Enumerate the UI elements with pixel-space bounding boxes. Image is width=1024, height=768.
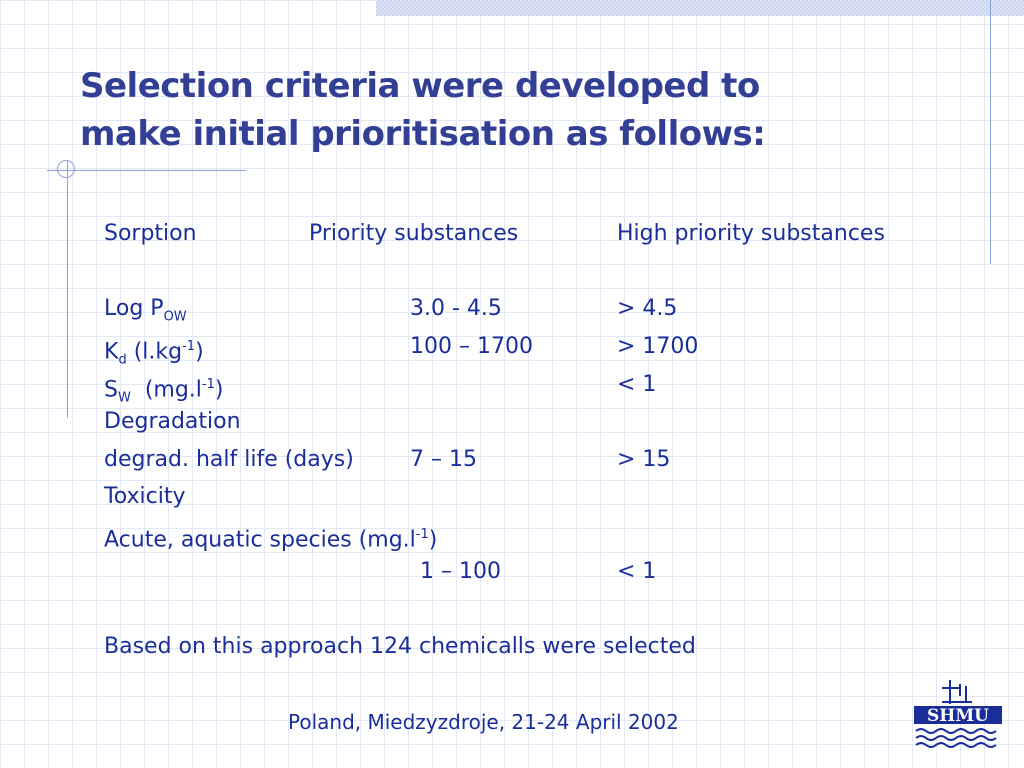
left-vertical-rule — [67, 160, 68, 418]
row-kd-high: > 1700 — [617, 334, 699, 359]
footer-text: Poland, Miedzyzdroje, 21-24 April 2002 — [288, 710, 679, 734]
acute-text: Acute, aquatic species (mg.l — [104, 527, 416, 553]
shmu-logo-text: SHMU — [927, 706, 989, 726]
top-decorative-band — [376, 0, 1024, 16]
row-log-pow-high: > 4.5 — [617, 296, 678, 321]
row-half-life-label: degrad. half life (days) — [104, 447, 354, 472]
log-pow-subscript: OW — [163, 309, 187, 325]
row-acute-high: < 1 — [617, 559, 657, 584]
row-acute-priority: 1 – 100 — [420, 559, 501, 584]
right-vertical-rule — [990, 0, 991, 264]
kd-subscript: d — [118, 352, 127, 368]
acute-close: ) — [428, 527, 438, 553]
conclusion-text: Based on this approach 124 chemicalls we… — [104, 634, 696, 659]
sw-unit-close: ) — [214, 377, 224, 403]
row-acute-label: Acute, aquatic species (mg.l-1) — [104, 521, 437, 554]
header-high-priority-substances: High priority substances — [617, 221, 885, 246]
degradation-heading: Degradation — [104, 409, 241, 434]
header-priority-substances: Priority substances — [309, 221, 519, 246]
row-kd-priority: 100 – 1700 — [410, 334, 533, 359]
sw-subscript: W — [117, 390, 131, 406]
kd-unit-superscript: -1 — [182, 339, 196, 354]
row-sw-high: < 1 — [617, 372, 657, 397]
row-sw-label: SW (mg.l-1) — [104, 371, 223, 413]
sw-unit-open: (mg.l — [130, 377, 202, 403]
acute-superscript: -1 — [415, 527, 429, 542]
slide-title-line-2: make initial prioritisation as follows: — [80, 114, 766, 154]
header-sorption: Sorption — [104, 221, 197, 246]
row-log-pow-label: Log POW — [104, 295, 187, 331]
kd-text: K — [104, 339, 119, 365]
log-pow-text: Log P — [104, 296, 164, 321]
slide-title: Selection criteria were developed to mak… — [80, 62, 980, 158]
sw-text: S — [104, 377, 118, 403]
row-log-pow-priority: 3.0 - 4.5 — [410, 296, 502, 321]
toxicity-heading: Toxicity — [104, 484, 186, 509]
kd-unit-open: (l.kg — [126, 339, 183, 365]
row-half-life-priority: 7 – 15 — [410, 447, 477, 472]
kd-unit-close: ) — [195, 339, 204, 365]
shmu-logo: SHMU — [914, 680, 1002, 748]
sw-unit-superscript: -1 — [201, 377, 215, 392]
circle-ornament — [57, 160, 75, 178]
row-half-life-high: > 15 — [617, 447, 671, 472]
slide-title-line-1: Selection criteria were developed to — [80, 66, 760, 106]
title-underline-rule — [47, 170, 246, 171]
row-kd-label: Kd (l.kg-1) — [104, 333, 204, 375]
